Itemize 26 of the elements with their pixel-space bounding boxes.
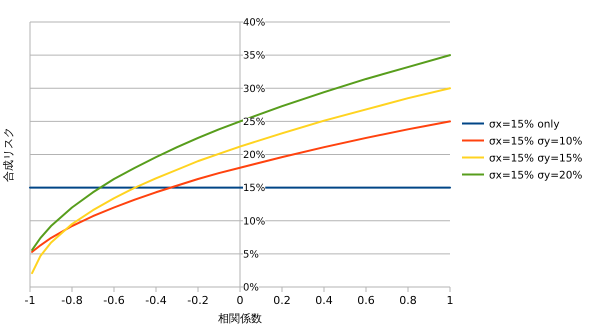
- x-tick-label: 0.2: [273, 294, 291, 307]
- y-tick-label: 15%: [243, 183, 266, 194]
- y-tick-label: 30%: [243, 84, 266, 95]
- x-tick-label: 0.4: [315, 294, 333, 307]
- y-tick-label: 0%: [243, 282, 259, 294]
- y-tick-label: 35%: [243, 50, 266, 62]
- x-tick-label: -0.6: [103, 294, 125, 307]
- x-tick-label: -1: [24, 294, 36, 307]
- y-tick-label: 20%: [243, 150, 266, 161]
- x-tick-label: 0.8: [399, 294, 417, 307]
- x-tick-label: -0.8: [61, 294, 83, 307]
- x-tick-label: -0.4: [145, 294, 167, 307]
- y-tick-label: 5%: [243, 249, 259, 260]
- y-tick-label: 25%: [243, 116, 266, 128]
- x-tick-label: 1: [446, 294, 454, 307]
- y-axis-title: 合成リスク: [2, 127, 15, 182]
- x-tick-label: 0: [236, 294, 244, 307]
- legend-label: σx=15% σy=20%: [489, 170, 582, 182]
- y-tick-label: 10%: [243, 216, 266, 228]
- legend-label: σx=15% σy=15%: [489, 152, 582, 164]
- x-axis-title: 相関係数: [218, 312, 262, 325]
- y-tick-label: 40%: [243, 18, 266, 28]
- legend-label: σx=15% σy=10%: [489, 136, 582, 148]
- x-tick-label: -0.2: [187, 294, 209, 307]
- x-tick-label: 0.6: [357, 294, 375, 307]
- legend-label: σx=15% only: [489, 118, 560, 130]
